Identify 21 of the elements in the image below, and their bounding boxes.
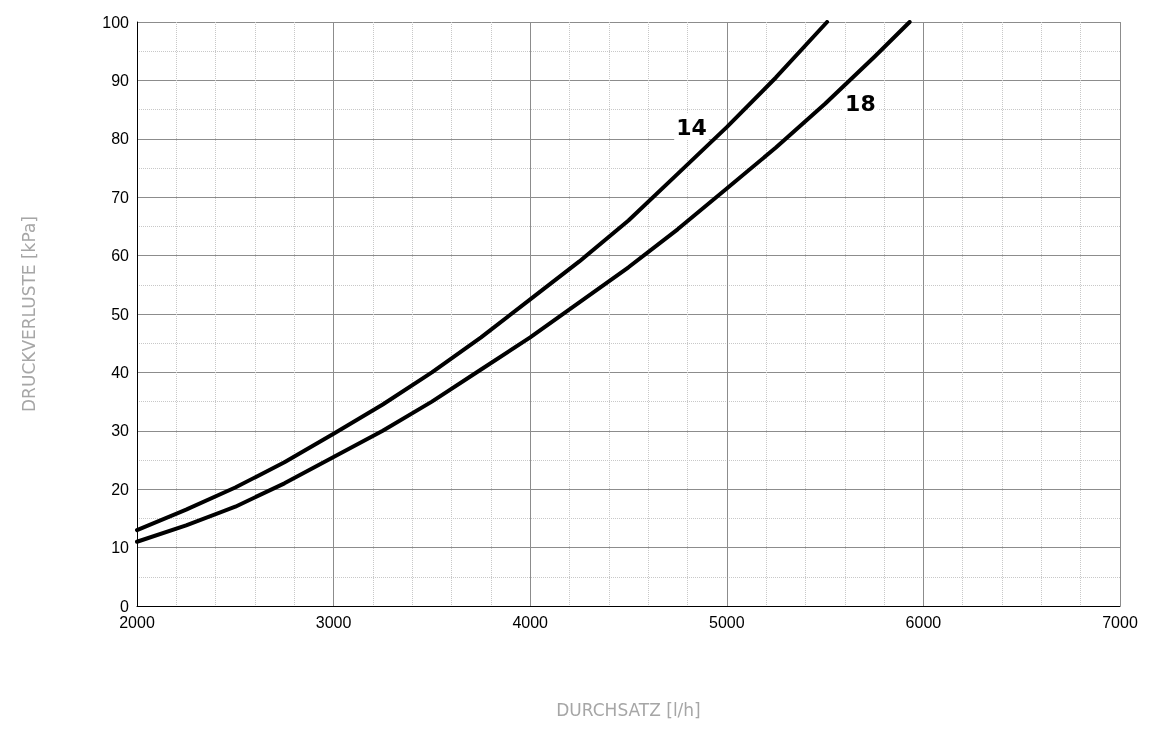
x-tick-label: 6000 <box>905 613 942 631</box>
y-tick-label: 80 <box>111 130 130 148</box>
x-tick-label: 5000 <box>709 613 745 631</box>
series-label: 18 <box>845 91 876 117</box>
x-tick-label: 7000 <box>1102 613 1138 631</box>
y-tick-label: 20 <box>111 480 130 498</box>
y-axis-title: DRUCKVERLUSTE [kPa] <box>18 216 39 412</box>
x-tick-label: 2000 <box>119 613 155 631</box>
y-tick-label: 70 <box>111 188 130 206</box>
y-tick-label: 40 <box>111 363 130 381</box>
y-tick-label: 30 <box>111 422 130 440</box>
y-tick-label: 50 <box>111 305 130 323</box>
y-tick-label: 90 <box>111 71 130 89</box>
x-axis-title: DURCHSATZ [l/h] <box>556 699 701 720</box>
y-tick-label: 0 <box>120 597 130 615</box>
x-tick-label: 3000 <box>315 613 352 631</box>
y-tick-label: 100 <box>102 13 130 31</box>
y-tick-label: 60 <box>111 247 130 265</box>
x-tick-label: 4000 <box>512 613 549 631</box>
y-tick-label: 10 <box>111 539 130 557</box>
series-label: 14 <box>676 114 707 140</box>
